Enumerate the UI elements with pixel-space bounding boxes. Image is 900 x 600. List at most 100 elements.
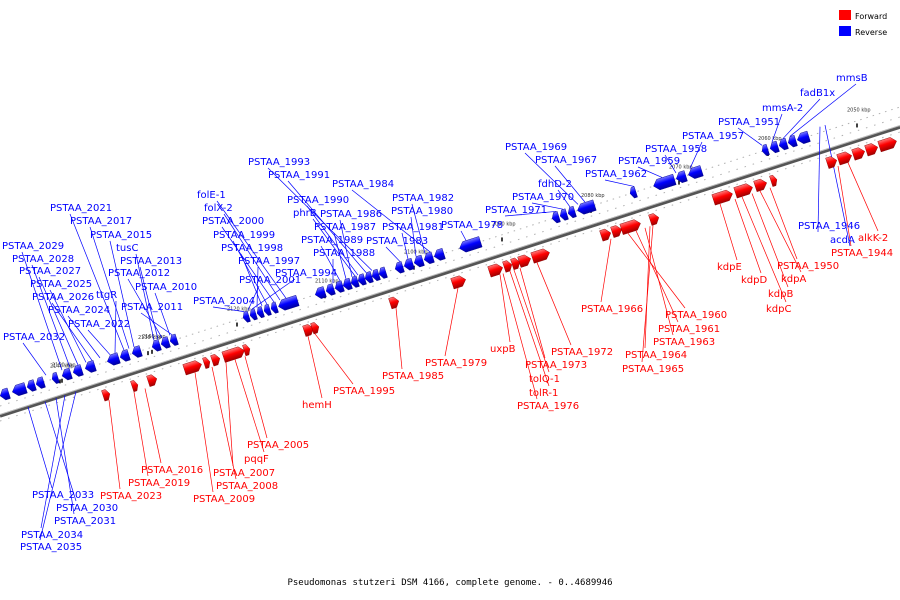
gene-label[interactable]: PSTAA_1973 — [525, 360, 587, 371]
reverse-gene[interactable] — [796, 130, 811, 145]
forward-gene[interactable] — [146, 373, 159, 387]
forward-gene[interactable] — [711, 189, 734, 206]
gene-label[interactable]: PSTAA_1993 — [248, 157, 310, 168]
gene-label[interactable]: PSTAA_2027 — [19, 266, 81, 277]
reverse-gene[interactable] — [394, 261, 405, 274]
gene-label[interactable]: PSTAA_1944 — [831, 248, 893, 259]
gene-label[interactable]: PSTAA_1967 — [535, 155, 597, 166]
reverse-gene[interactable] — [314, 286, 327, 300]
gene-label[interactable]: PSTAA_2007 — [213, 468, 275, 479]
reverse-gene[interactable] — [119, 349, 131, 362]
gene-label[interactable]: PSTAA_2011 — [121, 302, 183, 313]
gene-label[interactable]: PSTAA_2010 — [135, 282, 197, 293]
reverse-gene[interactable] — [168, 333, 179, 347]
gene-label[interactable]: PSTAA_1957 — [682, 131, 744, 142]
gene-label[interactable]: kdpA — [781, 274, 806, 285]
reverse-gene[interactable] — [151, 339, 162, 352]
gene-label[interactable]: PSTAA_1960 — [665, 310, 727, 321]
reverse-gene[interactable] — [576, 199, 597, 216]
gene-label[interactable]: PSTAA_2026 — [32, 292, 94, 303]
forward-gene[interactable] — [130, 379, 139, 393]
forward-gene[interactable] — [599, 228, 613, 242]
forward-gene[interactable] — [619, 218, 642, 235]
gene-label[interactable]: PSTAA_2012 — [108, 268, 170, 279]
forward-gene[interactable] — [753, 178, 769, 192]
reverse-gene[interactable] — [458, 236, 483, 253]
gene-label[interactable]: ttgR — [96, 290, 117, 301]
gene-label[interactable]: PSTAA_1969 — [505, 142, 567, 153]
forward-gene[interactable] — [530, 247, 552, 264]
gene-label[interactable]: PSTAA_2024 — [48, 305, 110, 316]
gene-label[interactable]: kdpC — [766, 304, 791, 315]
reverse-gene[interactable] — [675, 170, 688, 185]
reverse-gene[interactable] — [760, 143, 770, 156]
gene-label[interactable]: PSTAA_2013 — [120, 256, 182, 267]
forward-gene[interactable] — [517, 253, 533, 268]
gene-label[interactable]: PSTAA_2004 — [193, 296, 255, 307]
reverse-gene[interactable] — [11, 382, 28, 398]
reverse-gene[interactable] — [370, 268, 381, 282]
reverse-gene[interactable] — [628, 186, 638, 199]
gene-label[interactable]: kdpE — [717, 262, 742, 273]
gene-label[interactable]: PSTAA_2033 — [32, 490, 94, 501]
reverse-gene[interactable] — [84, 360, 97, 374]
forward-gene[interactable] — [864, 142, 880, 157]
gene-label[interactable]: fadB1x — [800, 88, 835, 99]
gene-label[interactable]: tolQ-1 — [529, 374, 560, 385]
reverse-gene[interactable] — [35, 376, 46, 390]
gene-label[interactable]: PSTAA_1959 — [618, 156, 680, 167]
reverse-gene[interactable] — [356, 273, 367, 287]
reverse-gene[interactable] — [566, 205, 577, 219]
reverse-gene[interactable] — [50, 371, 60, 384]
gene-label[interactable]: pqqF — [244, 454, 269, 465]
forward-gene[interactable] — [450, 274, 468, 290]
gene-label[interactable]: PSTAA_2030 — [56, 503, 118, 514]
gene-label[interactable]: PSTAA_1950 — [777, 261, 839, 272]
gene-label[interactable]: hemH — [302, 400, 332, 411]
gene-label[interactable]: PSTAA_1958 — [645, 144, 707, 155]
forward-gene[interactable] — [388, 296, 401, 310]
forward-gene[interactable] — [769, 174, 778, 187]
reverse-gene[interactable] — [423, 251, 435, 265]
gene-label[interactable]: PSTAA_1966 — [581, 304, 643, 315]
gene-label[interactable]: PSTAA_1965 — [622, 364, 684, 375]
reverse-gene[interactable] — [413, 254, 425, 268]
gene-label[interactable]: PSTAA_1984 — [332, 179, 394, 190]
gene-label[interactable]: PSTAA_1980 — [391, 206, 453, 217]
forward-gene[interactable] — [851, 146, 867, 161]
gene-label[interactable]: tusC — [116, 243, 138, 254]
gene-label[interactable]: PSTAA_1970 — [512, 192, 574, 203]
gene-label[interactable]: folX-2 — [204, 203, 233, 214]
forward-gene[interactable] — [733, 182, 755, 199]
reverse-gene[interactable] — [433, 248, 446, 262]
reverse-gene[interactable] — [558, 208, 569, 222]
gene-label[interactable]: PSTAA_1964 — [625, 350, 687, 361]
gene-label[interactable]: PSTAA_1972 — [551, 347, 613, 358]
gene-label[interactable]: PSTAA_1951 — [718, 117, 780, 128]
gene-label[interactable]: PSTAA_1985 — [382, 371, 444, 382]
reverse-gene[interactable] — [248, 308, 258, 321]
gene-label[interactable]: mmsB — [836, 73, 868, 84]
gene-label[interactable]: mmsA-2 — [762, 103, 803, 114]
reverse-gene[interactable] — [652, 173, 677, 191]
gene-label[interactable]: PSTAA_1976 — [517, 401, 579, 412]
gene-label[interactable]: PSTAA_1990 — [287, 195, 349, 206]
reverse-gene[interactable] — [72, 364, 84, 378]
reverse-gene[interactable] — [262, 303, 272, 316]
gene-label[interactable]: uxpB — [490, 344, 516, 355]
gene-label[interactable]: fdhD-2 — [538, 179, 572, 190]
gene-label[interactable]: PSTAA_1995 — [333, 386, 395, 397]
gene-label[interactable]: PSTAA_1994 — [275, 268, 337, 279]
gene-label[interactable]: PSTAA_2001 — [239, 275, 301, 286]
reverse-gene[interactable] — [349, 275, 360, 289]
reverse-gene[interactable] — [160, 336, 171, 350]
gene-label[interactable]: PSTAA_2031 — [54, 516, 116, 527]
reverse-gene[interactable] — [778, 137, 789, 151]
gene-label[interactable]: phrB — [293, 208, 317, 219]
gene-label[interactable]: PSTAA_1988 — [313, 248, 375, 259]
gene-label[interactable]: PSTAA_1989 — [301, 235, 363, 246]
gene-label[interactable]: alkK-2 — [858, 233, 888, 244]
reverse-gene[interactable] — [342, 277, 353, 291]
gene-label[interactable]: PSTAA_1963 — [653, 337, 715, 348]
gene-label[interactable]: PSTAA_1981 — [382, 222, 444, 233]
